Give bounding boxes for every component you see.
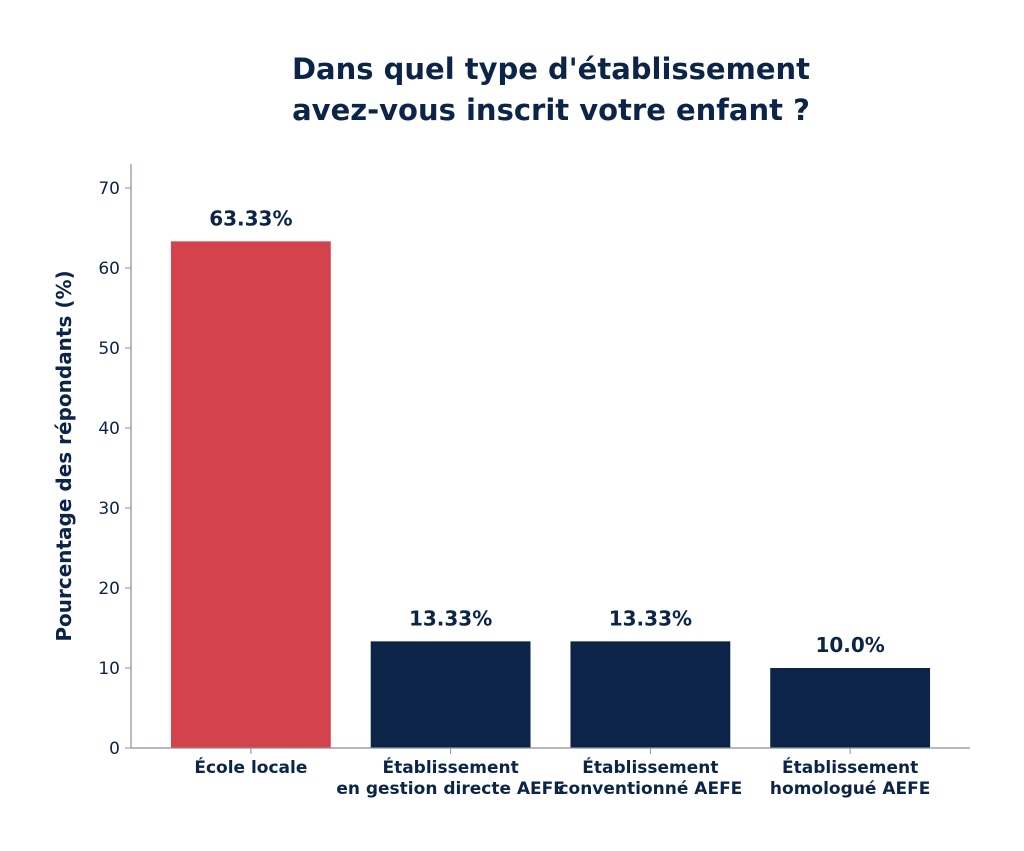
x-tick-label-3-line-0: Établissement bbox=[782, 756, 918, 778]
data-labels-group: 63.33% 13.33% 13.33% 10.0% bbox=[209, 206, 885, 657]
data-label-1: 13.33% bbox=[409, 606, 492, 630]
x-tick-label-3-line-1: homologué AEFE bbox=[770, 779, 930, 799]
y-tick-label-3: 30 bbox=[98, 499, 120, 519]
y-axis-ticks: 0 10 20 30 40 50 60 70 bbox=[98, 179, 131, 759]
x-tick-label-1: Établissement en gestion directe AEFE bbox=[336, 756, 565, 799]
y-tick-label-1: 10 bbox=[98, 659, 120, 679]
x-tick-label-3: Établissement homologué AEFE bbox=[770, 756, 930, 799]
y-axis-label: Pourcentage des répondants (%) bbox=[52, 270, 76, 641]
y-tick-label-6: 60 bbox=[98, 259, 120, 279]
x-axis-ticks: École locale Établissement en gestion dire… bbox=[194, 748, 930, 799]
x-tick-label-1-line-1: en gestion directe AEFE bbox=[336, 779, 565, 799]
bar-2 bbox=[570, 641, 731, 748]
y-tick-label-2: 20 bbox=[98, 579, 120, 599]
chart-title-line-2: avez-vous inscrit votre enfant ? bbox=[292, 93, 810, 127]
chart-title-line-1: Dans quel type d'établissement bbox=[292, 52, 810, 86]
bars-group bbox=[170, 241, 931, 749]
data-label-3: 10.0% bbox=[815, 633, 884, 657]
x-tick-label-2: Établissement conventionné AEFE bbox=[558, 756, 742, 799]
y-tick-label-4: 40 bbox=[98, 419, 120, 439]
y-tick-label-5: 50 bbox=[98, 339, 120, 359]
x-tick-label-2-line-1: conventionné AEFE bbox=[558, 779, 742, 799]
x-tick-label-2-line-0: Établissement bbox=[582, 756, 718, 778]
data-label-2: 13.33% bbox=[609, 606, 692, 630]
x-tick-label-1-line-0: Établissement bbox=[382, 756, 518, 778]
bar-3 bbox=[770, 668, 931, 748]
bar-1 bbox=[370, 641, 531, 748]
bar-0 bbox=[170, 241, 331, 749]
y-tick-label-0: 0 bbox=[109, 739, 120, 759]
x-tick-label-0: École locale bbox=[194, 756, 307, 778]
chart-title: Dans quel type d'établissement avez-vous… bbox=[292, 52, 810, 127]
x-tick-label-0-line-0: École locale bbox=[194, 756, 307, 778]
data-label-0: 63.33% bbox=[209, 206, 292, 230]
y-tick-label-7: 70 bbox=[98, 179, 120, 199]
